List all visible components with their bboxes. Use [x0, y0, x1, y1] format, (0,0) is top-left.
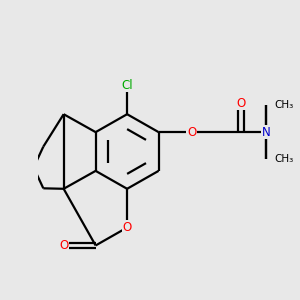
Text: CH₃: CH₃: [275, 100, 294, 110]
Text: Cl: Cl: [121, 79, 133, 92]
Text: O: O: [59, 239, 68, 252]
Text: O: O: [187, 126, 196, 139]
Text: O: O: [122, 221, 132, 234]
Text: N: N: [262, 126, 271, 139]
Text: CH₃: CH₃: [275, 154, 294, 164]
Text: O: O: [236, 97, 246, 110]
